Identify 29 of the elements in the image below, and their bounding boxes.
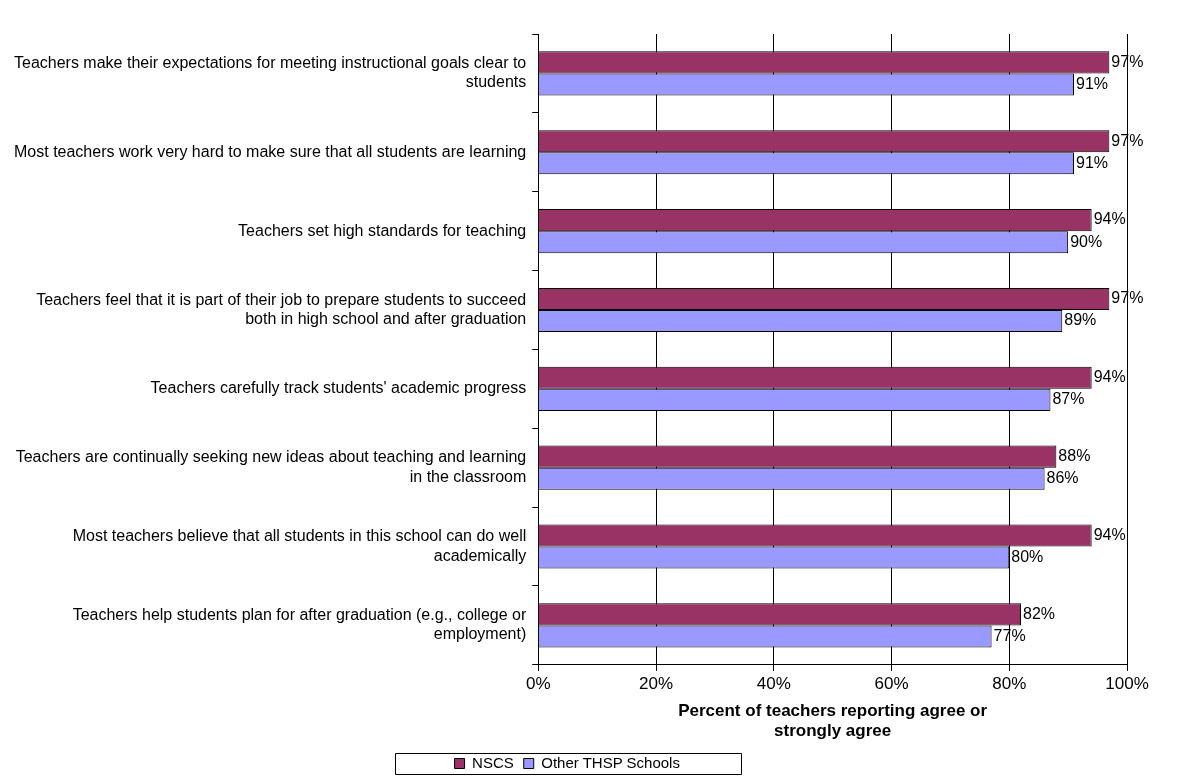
y-tick-label: Teachers make their expectations for meeting instructional goals clear to students	[13, 54, 527, 91]
x-tick-label: 0%	[525, 673, 551, 693]
data-label: 86%	[1046, 469, 1079, 487]
data-label: 88%	[1058, 447, 1091, 465]
x-tick-label: 80%	[992, 673, 1027, 693]
data-label: 87%	[1052, 390, 1085, 408]
data-label: 89%	[1064, 311, 1097, 329]
x-tick-label: 60%	[874, 673, 909, 693]
x-tick-label: 40%	[756, 673, 791, 693]
legend-label: NSCS	[472, 753, 514, 771]
x-tick-label: 100%	[1105, 673, 1149, 693]
data-label: 90%	[1070, 232, 1103, 250]
legend-label: Other THSP Schools	[541, 753, 680, 771]
x-axis-title: Percent of teachers reporting agree or strongly agree	[678, 701, 988, 741]
x-tick-label: 20%	[638, 673, 674, 693]
y-tick-label: Teachers carefully track students' academic progress	[150, 379, 527, 397]
y-tick-label: Most teachers believe that all students in this school can do well academically	[72, 527, 527, 564]
data-label: 94%	[1093, 210, 1126, 228]
data-label: 91%	[1076, 153, 1109, 171]
y-tick-label: Teachers help students plan for after graduation (e.g., college or employment)	[72, 606, 527, 643]
y-tick-label: Teachers set high standards for teaching	[238, 221, 527, 239]
y-tick-label: Teachers feel that it is part of their job to prepare students to succeed both in high school and after graduation	[36, 290, 527, 327]
data-label: 91%	[1076, 74, 1109, 92]
y-tick-label: Most teachers work very hard to make sure that all students are learning	[14, 142, 527, 160]
data-label: 80%	[1011, 547, 1044, 565]
data-label: 94%	[1093, 525, 1126, 543]
data-label: 82%	[1023, 604, 1056, 622]
data-label: 94%	[1093, 368, 1126, 386]
y-tick-label: Teachers are continually seeking new ideas about teaching and learning in the classroom	[15, 448, 527, 485]
